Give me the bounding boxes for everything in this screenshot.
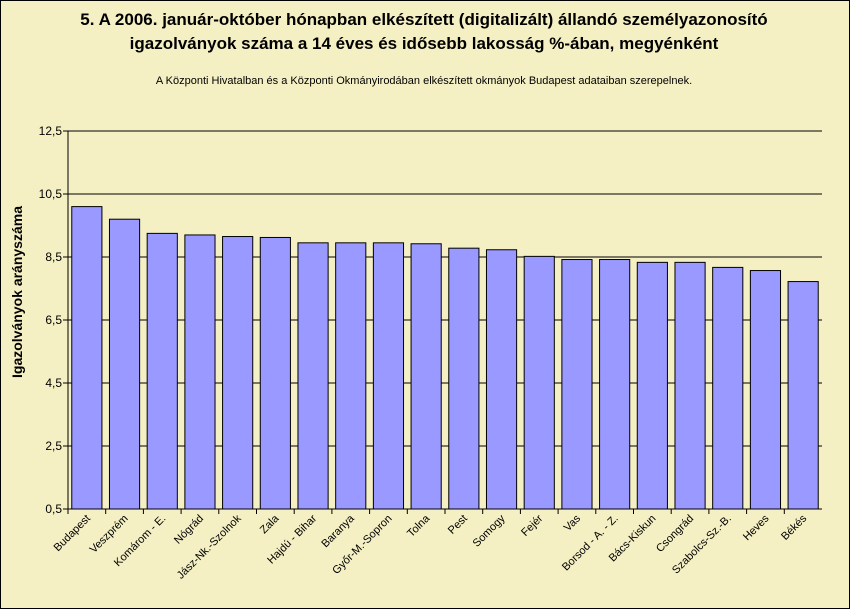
chart-title: 5. A 2006. január-október hónapban elkés… bbox=[0, 8, 848, 56]
y-axis-label: Igazolványok arányszáma bbox=[9, 206, 25, 378]
bar bbox=[410, 243, 442, 510]
bar bbox=[448, 247, 480, 510]
x-category-label: Baranya bbox=[319, 512, 357, 550]
chart-subtitle: A Központi Hivatalban és a Központi Okmá… bbox=[155, 75, 693, 87]
bar bbox=[222, 236, 254, 510]
x-category-label: Tolna bbox=[405, 512, 433, 540]
bar bbox=[787, 281, 819, 510]
bar bbox=[108, 218, 141, 510]
x-category-label: Heves bbox=[741, 512, 772, 543]
y-tick-label: 2,5 bbox=[45, 439, 62, 453]
x-category-label: Somogy bbox=[471, 512, 508, 549]
bar bbox=[372, 242, 405, 510]
bar bbox=[71, 206, 103, 510]
bar bbox=[561, 259, 593, 510]
bar bbox=[674, 261, 706, 510]
y-tick-label: 0,5 bbox=[45, 502, 62, 516]
axes bbox=[67, 131, 822, 510]
chart-title-line1: 5. A 2006. január-október hónapban elkés… bbox=[80, 10, 768, 29]
x-category-label: Zala bbox=[258, 512, 282, 536]
bar bbox=[259, 236, 291, 510]
x-category-label: Pest bbox=[446, 513, 470, 537]
x-category-label: Békés bbox=[779, 512, 809, 542]
x-category-label: Fejér bbox=[519, 512, 545, 538]
bar bbox=[749, 270, 782, 510]
bar bbox=[712, 266, 744, 510]
y-tick-label: 12,5 bbox=[39, 124, 63, 138]
y-tick-label: 4,5 bbox=[45, 376, 62, 390]
x-category-label: Nógrád bbox=[172, 513, 206, 547]
x-category-label: Jász-Nk.-Szolnok bbox=[175, 512, 244, 581]
chart-title-line2: igazolványok száma a 14 éves és idősebb … bbox=[129, 34, 719, 53]
bars bbox=[71, 206, 819, 510]
bar bbox=[335, 242, 367, 510]
bar bbox=[146, 232, 178, 510]
bar bbox=[297, 242, 329, 510]
bar bbox=[523, 255, 555, 510]
y-tick-label: 8,5 bbox=[45, 250, 62, 264]
y-tick-label: 10,5 bbox=[39, 187, 63, 201]
bar bbox=[485, 249, 518, 510]
bar bbox=[599, 259, 631, 510]
x-category-label: Vas bbox=[562, 512, 584, 534]
bar bbox=[184, 234, 216, 510]
y-tick-labels: 0,5 2,5 4,5 6,5 8,5 10,5 12,5 bbox=[39, 124, 63, 516]
bar bbox=[636, 261, 668, 510]
y-tick-label: 6,5 bbox=[45, 313, 62, 327]
